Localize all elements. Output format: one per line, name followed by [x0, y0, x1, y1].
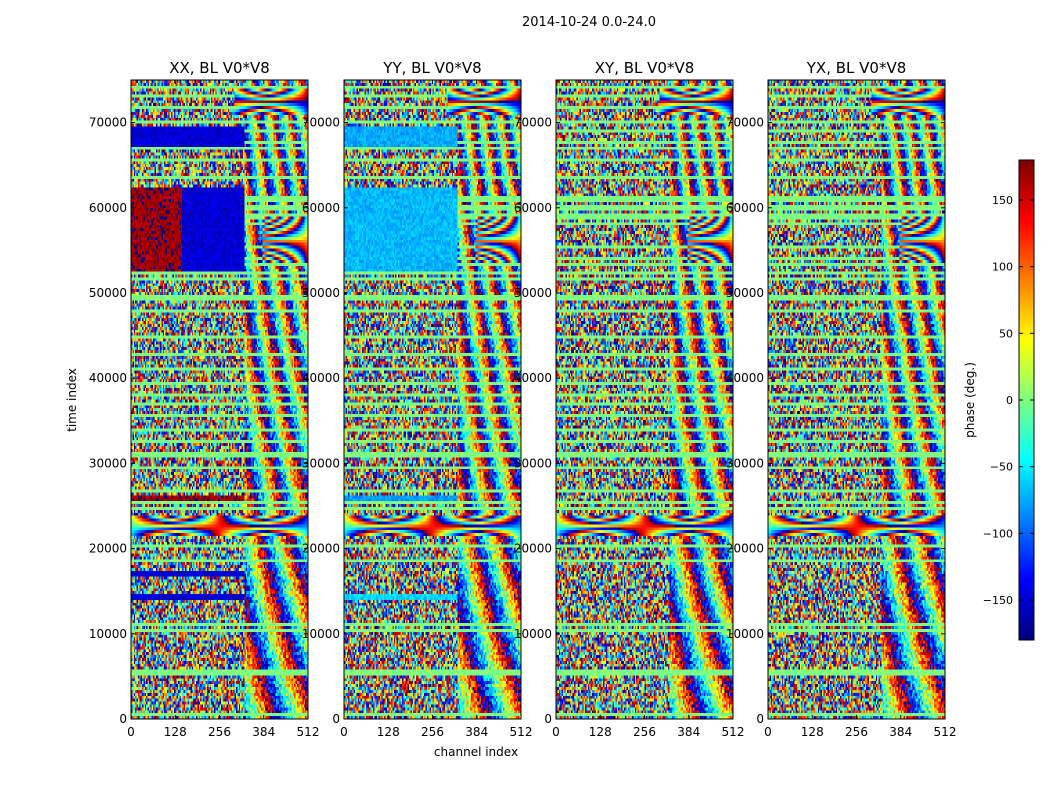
panel-yy: YY, BL V0*V8 0 128 256 384 512 0 10000 20000 3000… — [302, 59, 533, 739]
phase-heatmap — [768, 80, 945, 719]
x-tick-label: 128 — [801, 725, 824, 739]
panel-title: XY, BL V0*V8 — [595, 59, 695, 77]
panel-title: YY, BL V0*V8 — [382, 59, 481, 77]
colorbar-tick-label: 0 — [1006, 394, 1013, 407]
x-tick-label: 256 — [208, 725, 231, 739]
x-tick-label: 256 — [633, 725, 656, 739]
y-tick-label: 40000 — [302, 371, 340, 385]
colorbar-gradient — [1019, 160, 1034, 640]
y-tick-label: 50000 — [726, 286, 764, 300]
y-tick-label: 0 — [544, 712, 552, 726]
panel-yx: YX, BL V0*V8 0 128 256 384 512 0 10000 20000 3000… — [726, 59, 957, 739]
y-tick-label: 20000 — [726, 542, 764, 556]
x-tick-label: 512 — [510, 725, 533, 739]
y-tick-label: 0 — [756, 712, 764, 726]
x-tick-label: 256 — [421, 725, 444, 739]
y-tick-label: 0 — [119, 712, 127, 726]
colorbar-tick-label: 50 — [999, 327, 1013, 340]
y-tick-label: 70000 — [302, 116, 340, 130]
y-tick-label: 10000 — [514, 627, 552, 641]
panel-xx: XX, BL V0*V8 0 128 256 384 512 0 10000 20000 3000… — [89, 59, 320, 739]
colorbar-tick-label: −100 — [983, 527, 1013, 540]
y-tick-label: 10000 — [302, 627, 340, 641]
y-tick-label: 20000 — [89, 542, 127, 556]
y-tick-label: 60000 — [726, 201, 764, 215]
y-tick-label: 60000 — [514, 201, 552, 215]
x-tick-label: 512 — [934, 725, 957, 739]
panels: XX, BL V0*V8 0 128 256 384 512 0 10000 20000 3000… — [89, 59, 957, 739]
y-tick-label: 70000 — [89, 116, 127, 130]
y-tick-label: 30000 — [514, 456, 552, 470]
y-tick-label: 70000 — [514, 116, 552, 130]
x-tick-label: 256 — [845, 725, 868, 739]
phase-heatmap — [131, 80, 308, 719]
y-tick-label: 20000 — [302, 542, 340, 556]
panel-title: XX, BL V0*V8 — [169, 59, 270, 77]
x-tick-label: 0 — [552, 725, 560, 739]
y-tick-label: 30000 — [302, 456, 340, 470]
y-tick-label: 50000 — [302, 286, 340, 300]
colorbar-tick-label: −150 — [983, 594, 1013, 607]
figure-title: 2014-10-24 0.0-24.0 — [522, 15, 656, 30]
x-tick-label: 384 — [465, 725, 488, 739]
y-tick-label: 0 — [332, 712, 340, 726]
phase-heatmap — [556, 80, 733, 719]
x-tick-label: 0 — [764, 725, 772, 739]
colorbar-label: phase (deg.) — [963, 362, 977, 438]
y-tick-label: 20000 — [514, 542, 552, 556]
y-tick-label: 60000 — [302, 201, 340, 215]
x-tick-label: 128 — [377, 725, 400, 739]
colorbar: phase (deg.) −150 −100 −50 0 50 100 150 — [963, 159, 1035, 641]
panel-xy: XY, BL V0*V8 0 128 256 384 512 0 10000 20000 3000… — [514, 59, 745, 739]
x-tick-label: 384 — [677, 725, 700, 739]
colorbar-tick-label: −50 — [990, 461, 1013, 474]
y-tick-label: 50000 — [514, 286, 552, 300]
x-tick-label: 384 — [889, 725, 912, 739]
y-tick-label: 30000 — [89, 456, 127, 470]
colorbar-tick-label: 150 — [992, 194, 1013, 207]
y-tick-label: 10000 — [89, 627, 127, 641]
y-tick-label: 40000 — [726, 371, 764, 385]
x-tick-label: 512 — [297, 725, 320, 739]
phase-heatmap — [344, 80, 521, 719]
y-tick-label: 10000 — [726, 627, 764, 641]
x-tick-label: 128 — [164, 725, 187, 739]
y-tick-label: 60000 — [89, 201, 127, 215]
x-tick-label: 0 — [127, 725, 135, 739]
x-tick-label: 512 — [722, 725, 745, 739]
y-tick-label: 30000 — [726, 456, 764, 470]
x-tick-label: 128 — [589, 725, 612, 739]
y-tick-label: 70000 — [726, 116, 764, 130]
x-tick-label: 384 — [252, 725, 275, 739]
y-axis-label: time index — [65, 368, 79, 432]
y-tick-label: 50000 — [89, 286, 127, 300]
x-tick-label: 0 — [340, 725, 348, 739]
y-tick-label: 40000 — [89, 371, 127, 385]
x-axis-label: channel index — [434, 745, 518, 759]
y-tick-label: 40000 — [514, 371, 552, 385]
panel-title: YX, BL V0*V8 — [806, 59, 907, 77]
colorbar-tick-label: 100 — [992, 261, 1013, 274]
